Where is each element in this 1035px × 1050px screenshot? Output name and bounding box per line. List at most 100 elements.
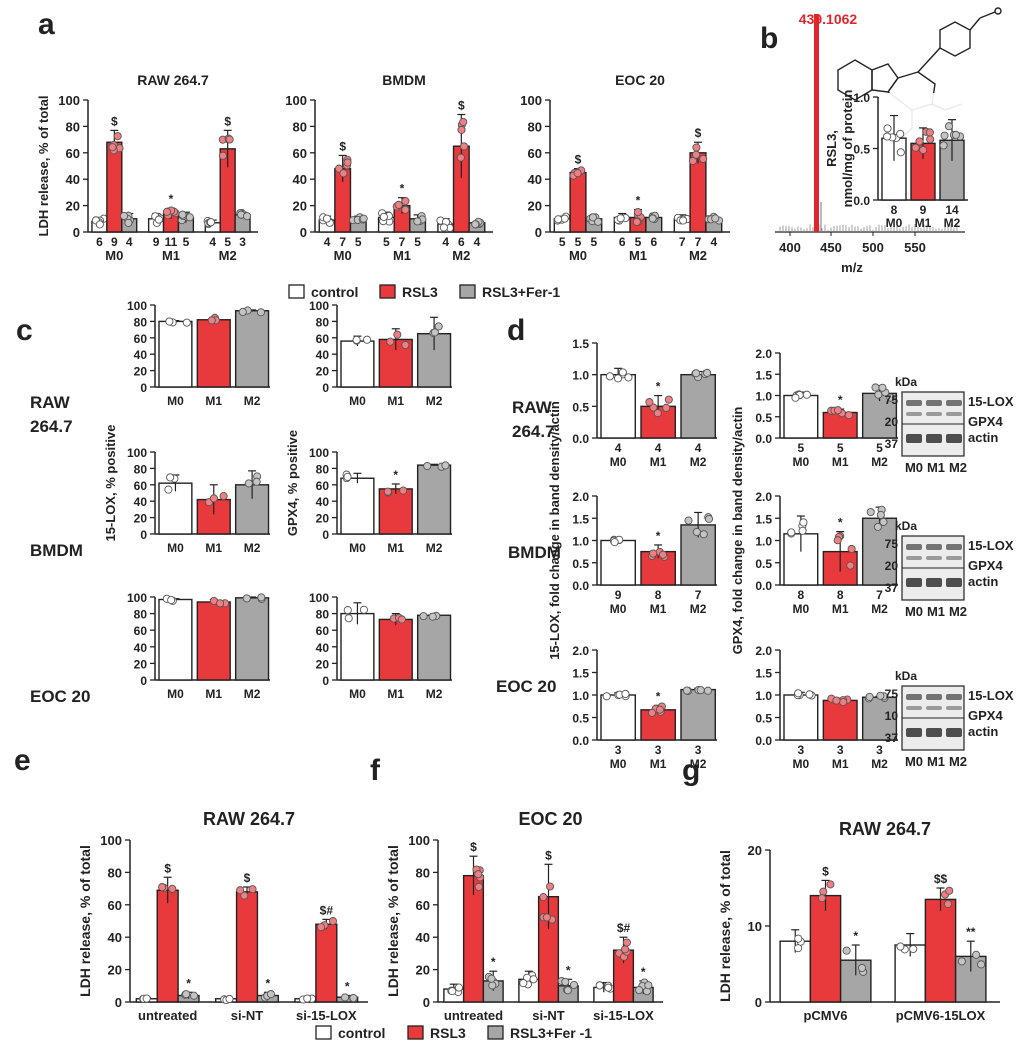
d1-2-y-tick-label: 1.0 [572,689,589,703]
a2-y-tick-label: 80 [293,119,307,134]
f-significance-mark: * [641,965,646,979]
blot-band-gpx4 [906,556,922,560]
a1-data-point [185,213,194,222]
d2-0-data-point [844,411,853,420]
c1-0-category-label: M0 [167,394,184,408]
f-data-point [529,975,538,984]
c2-1-bar [416,464,452,535]
c1-1-category-label: M0 [167,541,184,555]
a2-data-point [339,169,348,178]
d2-0-y-tick-label: 1.5 [755,368,772,382]
blot-lane-label: M2 [949,604,967,619]
a1-data-point [113,132,122,141]
e-data-point [340,993,350,1002]
e-y-axis-label: LDH release, % of total [77,845,93,997]
blot-band-15lox [926,544,942,550]
g-group-label: pCMV6 [803,1008,847,1023]
f-data-point [644,981,653,990]
d2-1-data-point [866,507,875,517]
d1-2-bar [680,688,716,741]
legend-swatch-fer1 [459,284,476,299]
d2-1-data-point [799,518,808,527]
a3-n-label: 7 [695,235,702,249]
e-significance-mark: * [186,976,191,990]
d2-0-category-label: M1 [832,455,849,469]
c2-0-data-point [393,330,402,339]
a2-data-point [457,125,466,134]
a2-n-label: 5 [355,235,362,249]
d1-2-data-point [696,686,705,695]
blot-band-15lox [946,400,962,406]
c1-2-data-point [216,599,225,608]
c2-2-y-tick-label: 60 [316,624,330,638]
d1-1-y-tick-label: 1.0 [572,535,589,549]
b-spectrum-peak [814,14,819,232]
g-data-point [957,957,966,966]
d2-1-n-label: 8 [798,588,805,602]
a2-y-tick-label: 0 [300,225,307,240]
c2-1-y-tick-label: 60 [316,479,330,493]
a1-group-label: M2 [219,248,237,263]
d1-0-significance-mark: * [656,380,661,394]
a2-chart-title: BMDM [382,72,426,88]
a1-n-label: 3 [239,235,246,249]
a3-chart-title: EOC 20 [615,72,665,88]
panel-letter-a: a [38,8,55,41]
d1-1-y-tick-label: 2.0 [572,490,589,504]
f-data-point [569,980,579,989]
g-significance-mark: $$ [934,872,948,886]
c1-1-data-point [209,494,218,503]
d1-2-category-label: M1 [650,757,667,771]
d2-2-n-label: 3 [837,743,844,757]
e-significance-mark: * [266,976,271,990]
a2-n-label: 7 [399,235,406,249]
row-label-raw-num-c: 264.7 [30,417,73,436]
e-bar [315,923,338,1003]
d1-1-data-point [610,538,619,547]
panel-letter-c: c [16,314,33,347]
a2-n-label: 6 [458,235,465,249]
e-y-tick-label: 80 [108,865,122,880]
legend-label-rsl3-bottom: RSL3 [430,1025,466,1041]
c1-0-y-tick-label: 0 [140,381,147,395]
a2-n-label: 5 [414,235,421,249]
a1-significance-mark: * [169,192,174,206]
g-chart-title: RAW 264.7 [839,819,931,839]
g-y-axis-label: LDH release, % of total [717,850,733,1002]
d2-0-data-point [802,390,811,399]
c1-y-axis-label: 15-LOX, % positive [103,424,118,541]
f-data-point [546,882,555,891]
c1-1-category-label: M1 [205,541,222,555]
d1-1-significance-mark: * [656,529,661,543]
a2-n-label: 4 [442,235,449,249]
a1-y-axis-label: LDH release, % of total [36,96,51,237]
d2-1-data-point [833,536,842,545]
a1-n-label: 4 [209,235,216,249]
a3-y-tick-label: 60 [528,146,542,161]
b-x-tick-label: 450 [820,240,842,255]
c2-1-data-point [343,472,352,481]
f-y-tick-label: 40 [416,930,430,945]
d1-0-data-point [662,403,671,412]
c1-0-bar [196,319,231,388]
c1-0-bar [158,320,193,388]
d2-0-n-label: 5 [876,441,883,455]
row-label-eoc-c: EOC 20 [30,687,90,706]
a3-group-label: M2 [689,248,707,263]
blot-label-gpx4: GPX4 [968,558,1003,573]
blot-marker-label: 10 [885,709,899,723]
b-bar [910,142,936,201]
e-data-point [236,886,245,895]
a1-group-label: M0 [105,248,123,263]
a3-data-point [648,214,657,223]
d1-1-y-tick-label: 0.0 [572,579,589,593]
a1-data-point [95,220,104,229]
c2-2-data-point [419,612,428,621]
d2-1-data-point [787,528,796,537]
d1-2-category-label: M2 [690,757,707,771]
d1-1-data-point [699,530,708,539]
c1-1-y-tick-label: 100 [127,446,147,460]
f-data-point [519,979,528,988]
d1-2-y-tick-label: 0.5 [572,712,589,726]
f-significance-mark: $ [545,848,552,862]
